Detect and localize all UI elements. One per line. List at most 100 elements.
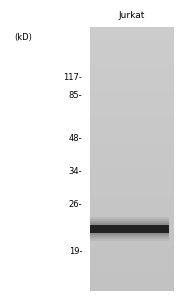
Text: Jurkat: Jurkat	[118, 11, 145, 20]
Bar	[90, 78, 174, 79]
Bar	[90, 170, 174, 171]
Bar	[90, 236, 174, 237]
Bar	[90, 274, 174, 275]
Bar	[90, 82, 174, 83]
Bar	[90, 218, 174, 220]
Bar	[90, 52, 174, 53]
Bar	[90, 168, 174, 169]
Bar	[90, 227, 174, 229]
Bar	[90, 288, 174, 289]
Bar	[90, 272, 174, 273]
Bar	[90, 60, 174, 61]
Bar	[90, 151, 174, 152]
Bar	[90, 86, 174, 87]
Bar	[90, 54, 174, 55]
Bar	[90, 87, 174, 88]
Bar	[90, 200, 174, 201]
Bar	[90, 246, 174, 247]
Bar	[90, 221, 174, 222]
Bar	[90, 234, 174, 236]
Bar	[90, 215, 174, 216]
Bar	[90, 267, 174, 268]
Bar	[90, 116, 174, 117]
Bar	[90, 187, 174, 188]
Bar	[90, 271, 174, 272]
Bar	[90, 63, 174, 64]
Bar	[90, 32, 174, 33]
Bar	[90, 123, 174, 124]
Bar	[90, 145, 174, 146]
Bar	[90, 107, 174, 108]
Bar	[90, 88, 174, 89]
Bar	[90, 48, 174, 49]
Bar	[90, 205, 174, 206]
Bar	[90, 214, 174, 215]
Bar	[90, 179, 174, 180]
Bar	[90, 44, 174, 45]
Text: (kD): (kD)	[14, 33, 32, 42]
Bar	[90, 61, 174, 62]
Bar	[90, 104, 174, 105]
Bar	[90, 153, 174, 154]
Bar	[90, 276, 174, 277]
Bar	[90, 157, 174, 158]
Bar	[90, 177, 174, 178]
Bar	[90, 226, 169, 227]
Bar	[90, 103, 174, 104]
Bar	[90, 62, 174, 63]
Bar	[90, 167, 174, 169]
Bar	[90, 127, 174, 128]
Bar	[90, 242, 174, 243]
Bar	[90, 140, 174, 141]
Text: 26-: 26-	[69, 200, 82, 209]
Text: 85-: 85-	[69, 91, 82, 100]
Bar	[90, 254, 174, 255]
Bar	[90, 268, 174, 269]
Bar	[90, 130, 174, 131]
Bar	[90, 80, 174, 81]
Bar	[90, 114, 174, 115]
Bar	[90, 279, 174, 280]
Bar	[90, 193, 174, 194]
Bar	[90, 152, 174, 154]
Bar	[90, 79, 174, 80]
Bar	[90, 248, 174, 250]
Bar	[90, 143, 174, 144]
Bar	[90, 271, 174, 272]
Bar	[90, 290, 174, 291]
Bar	[90, 29, 174, 31]
Bar	[90, 216, 174, 217]
Bar	[90, 219, 174, 220]
Bar	[90, 105, 174, 106]
Bar	[90, 226, 174, 227]
Bar	[90, 221, 169, 237]
Bar	[90, 217, 169, 241]
Bar	[90, 225, 169, 233]
Bar	[90, 47, 174, 48]
Bar	[90, 128, 174, 129]
Bar	[90, 100, 174, 101]
Bar	[90, 273, 174, 274]
Bar	[90, 192, 174, 193]
Bar	[90, 93, 174, 94]
Bar	[90, 55, 174, 56]
Bar	[90, 86, 174, 88]
Bar	[90, 28, 174, 29]
Bar	[90, 207, 174, 208]
Bar	[90, 50, 174, 51]
Bar	[90, 76, 174, 77]
Bar	[90, 58, 174, 60]
Bar	[90, 89, 174, 90]
Bar	[90, 137, 174, 138]
Bar	[90, 232, 174, 234]
Bar	[90, 176, 174, 178]
Bar	[90, 49, 174, 50]
Bar	[90, 111, 174, 112]
Bar	[90, 36, 174, 38]
Bar	[90, 33, 174, 34]
Bar	[90, 150, 174, 151]
Bar	[90, 172, 174, 173]
Bar	[90, 73, 174, 74]
Bar	[90, 155, 174, 156]
Bar	[90, 228, 174, 230]
